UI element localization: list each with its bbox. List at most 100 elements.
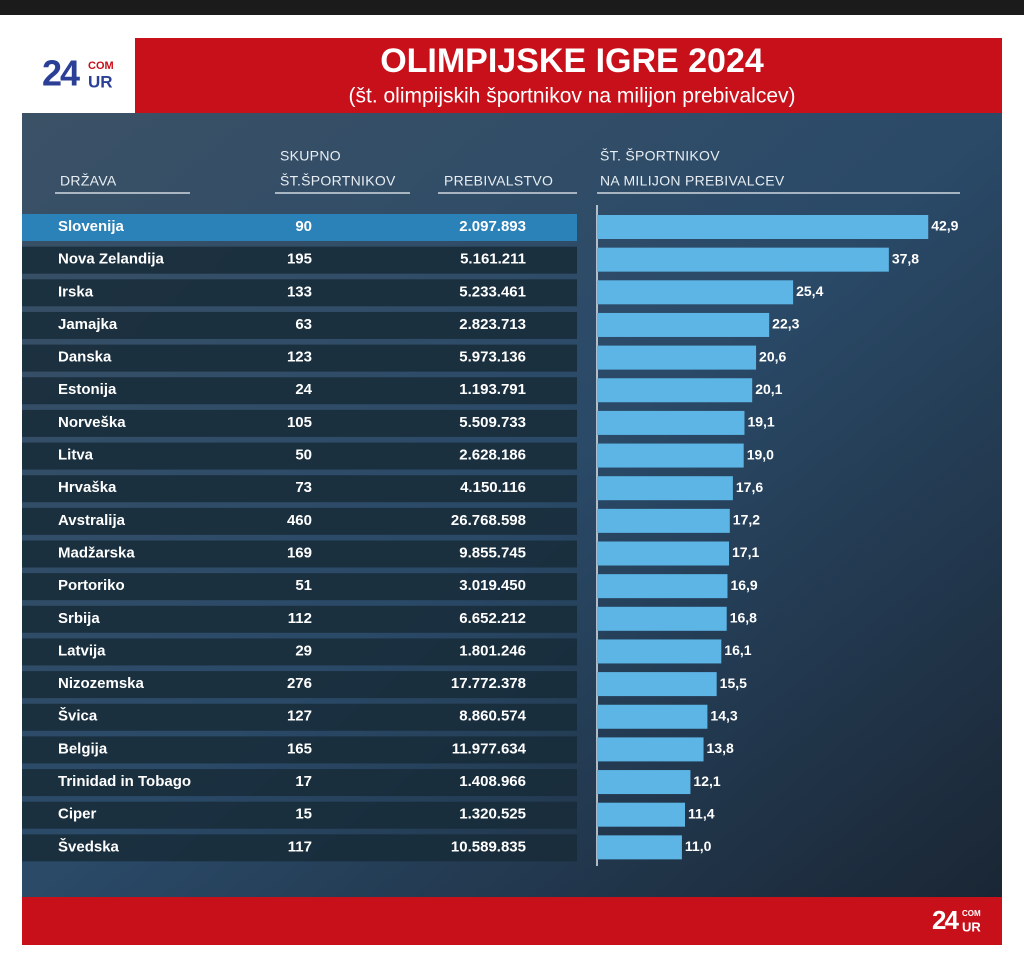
country: Trinidad in Tobago (58, 773, 191, 790)
country: Švica (58, 707, 98, 725)
athletes: 117 (288, 838, 312, 855)
table-row (22, 475, 577, 503)
table-row (22, 638, 577, 666)
population: 10.589.835 (451, 838, 526, 855)
population: 2.628.186 (459, 447, 526, 464)
country: Norveška (58, 414, 126, 431)
footer-logo-top: COM (962, 909, 981, 918)
value-label: 37,8 (892, 250, 919, 266)
population: 2.823.713 (459, 316, 526, 333)
logo-bottom: UR (88, 72, 113, 91)
population: 6.652.212 (459, 610, 526, 627)
table-row (22, 540, 577, 568)
column-header: DRŽAVA (60, 173, 117, 189)
country: Madžarska (58, 544, 135, 561)
bar (597, 672, 717, 697)
country: Srbija (58, 610, 100, 627)
table-row (22, 605, 577, 633)
population: 26.768.598 (451, 512, 526, 529)
population: 5.509.733 (459, 414, 526, 431)
value-label: 14,3 (710, 707, 737, 723)
athletes: 169 (287, 544, 312, 561)
population: 1.193.791 (459, 381, 526, 398)
country: Ciper (58, 806, 97, 823)
footer-band (22, 897, 1002, 945)
table-row (22, 377, 577, 405)
athletes: 24 (295, 381, 312, 398)
table-row (22, 703, 577, 731)
bar (597, 280, 794, 305)
athletes: 90 (295, 218, 312, 235)
population: 5.161.211 (460, 251, 526, 268)
athletes: 15 (295, 806, 312, 823)
logo-number: 24 (42, 53, 80, 94)
table-row (22, 801, 577, 829)
population: 5.973.136 (459, 349, 526, 366)
population: 9.855.745 (459, 544, 526, 561)
table-row (22, 214, 577, 241)
athletes: 276 (287, 675, 312, 692)
content: DRŽAVA SKUPNO ŠT.ŠPORTNIKOV PREBIVALSTVO ŠT.… (22, 148, 960, 862)
country: Danska (58, 349, 112, 366)
athletes: 63 (295, 316, 312, 333)
bar (597, 737, 704, 762)
bar (597, 410, 745, 435)
table-row (22, 344, 577, 372)
top-bar (0, 0, 1024, 15)
athletes: 123 (287, 349, 312, 366)
value-label: 11,4 (688, 805, 715, 821)
athletes: 133 (287, 283, 312, 300)
value-label: 19,1 (747, 414, 774, 430)
population: 8.860.574 (459, 708, 526, 725)
country: Belgija (58, 740, 108, 757)
value-label: 22,3 (772, 316, 799, 332)
population: 5.233.461 (459, 283, 526, 300)
country: Litva (58, 447, 94, 464)
value-label: 16,9 (730, 577, 757, 593)
population: 4.150.116 (460, 479, 526, 496)
table-row (22, 736, 577, 764)
value-label: 19,0 (747, 446, 774, 462)
table-row (22, 246, 577, 274)
column-header: SKUPNO (280, 148, 341, 164)
table-row (22, 279, 577, 307)
country: Jamajka (58, 316, 118, 333)
table-row (22, 311, 577, 339)
country: Nizozemska (58, 675, 145, 692)
athletes: 73 (295, 479, 312, 496)
athletes: 165 (287, 740, 312, 757)
table-row (22, 671, 577, 699)
population: 17.772.378 (451, 675, 526, 692)
bar (597, 574, 728, 599)
bar (597, 541, 730, 566)
country: Portoriko (58, 577, 125, 594)
value-label: 12,1 (693, 773, 720, 789)
bar (597, 770, 691, 795)
table-row (22, 409, 577, 437)
title: OLIMPIJSKE IGRE 2024 (380, 42, 764, 80)
value-label: 20,1 (755, 381, 782, 397)
bar (597, 378, 753, 403)
value-label: 25,4 (796, 283, 823, 299)
value-label: 17,2 (733, 512, 760, 528)
subtitle: (št. olimpijskih športnikov na milijon p… (349, 85, 796, 108)
population: 1.408.966 (459, 773, 526, 790)
bar (597, 606, 727, 631)
bar (597, 443, 744, 468)
column-header: ŠT.ŠPORTNIKOV (280, 173, 396, 189)
table-row (22, 769, 577, 797)
athletes: 105 (287, 414, 312, 431)
column-header: PREBIVALSTVO (444, 173, 553, 189)
table-row (22, 573, 577, 601)
value-label: 15,5 (720, 675, 747, 691)
bar (597, 247, 889, 272)
athletes: 50 (295, 447, 312, 464)
athletes: 51 (295, 577, 312, 594)
country: Avstralija (58, 512, 126, 529)
value-label: 13,8 (707, 740, 734, 756)
athletes: 17 (295, 773, 312, 790)
population: 3.019.450 (459, 577, 526, 594)
value-label: 42,9 (931, 218, 958, 234)
country: Latvija (58, 642, 106, 659)
population: 11.977.634 (452, 740, 527, 757)
